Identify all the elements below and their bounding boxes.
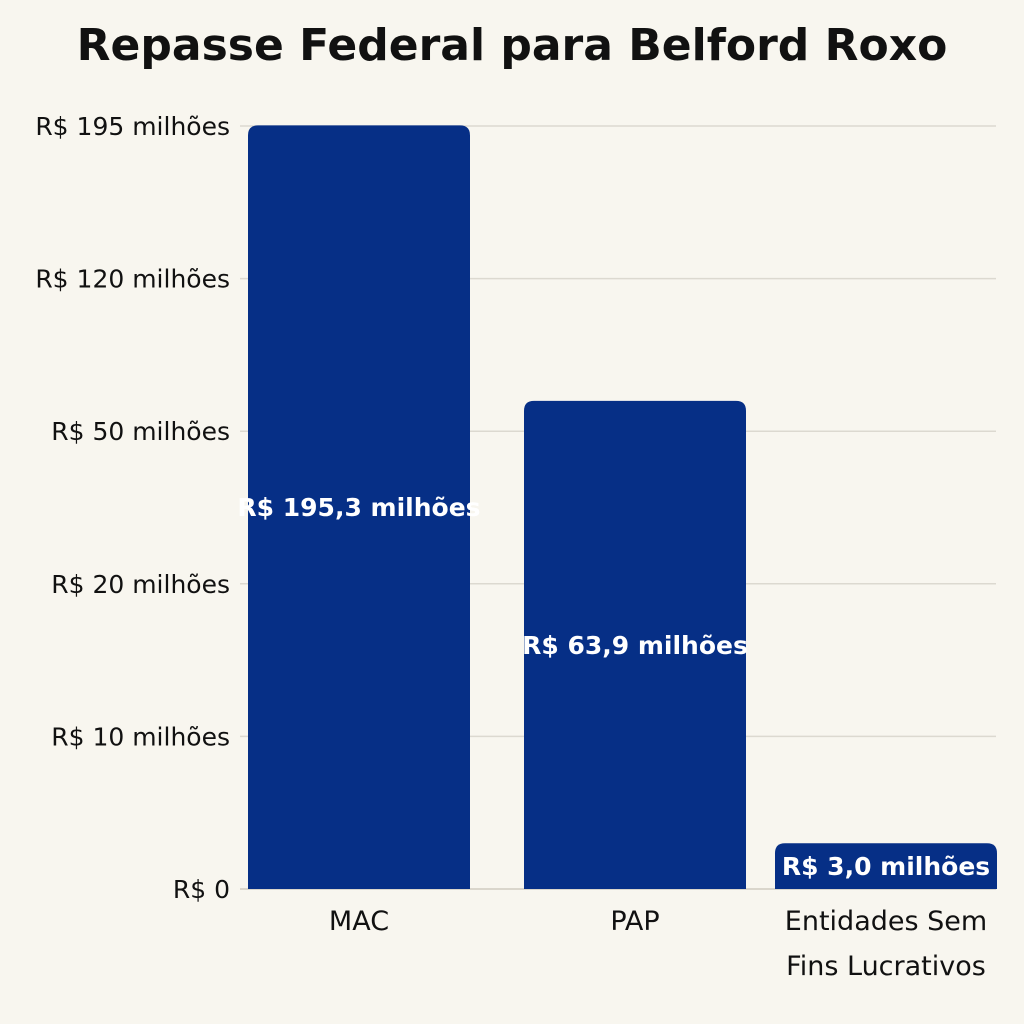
y-tick-label: R$ 10 milhões (51, 722, 230, 751)
bar-mac (248, 125, 470, 890)
x-category-label: Entidades Sem (785, 906, 987, 937)
bar-pap (524, 400, 746, 889)
bar-entidades-sem-fins-lucrativos (775, 843, 997, 889)
data-label: R$ 195,3 milhões (237, 493, 480, 522)
y-tick-label: R$ 50 milhões (51, 417, 230, 446)
data-label: R$ 3,0 milhões (782, 852, 990, 881)
chart-title: Repasse Federal para Belford Roxo (76, 20, 948, 71)
y-tick-label: R$ 0 (173, 875, 230, 904)
x-category-label: MAC (329, 906, 389, 937)
y-tick-label: R$ 120 milhões (35, 265, 230, 294)
x-axis-labels: MAC PAP Entidades Sem Fins Lucrativos (329, 906, 987, 982)
x-category-label: PAP (610, 906, 659, 937)
x-category-label: Fins Lucrativos (786, 951, 986, 982)
bars: R$ 195,3 milhões R$ 63,9 milhões R$ 3,0 mi… (237, 125, 997, 890)
y-axis-ticks: R$ 0 R$ 10 milhões R$ 20 milhões R$ 50 milh… (35, 112, 230, 904)
y-tick-label: R$ 195 milhões (35, 112, 230, 141)
y-tick-label: R$ 20 milhões (51, 570, 230, 599)
data-label: R$ 63,9 milhões (522, 631, 748, 660)
